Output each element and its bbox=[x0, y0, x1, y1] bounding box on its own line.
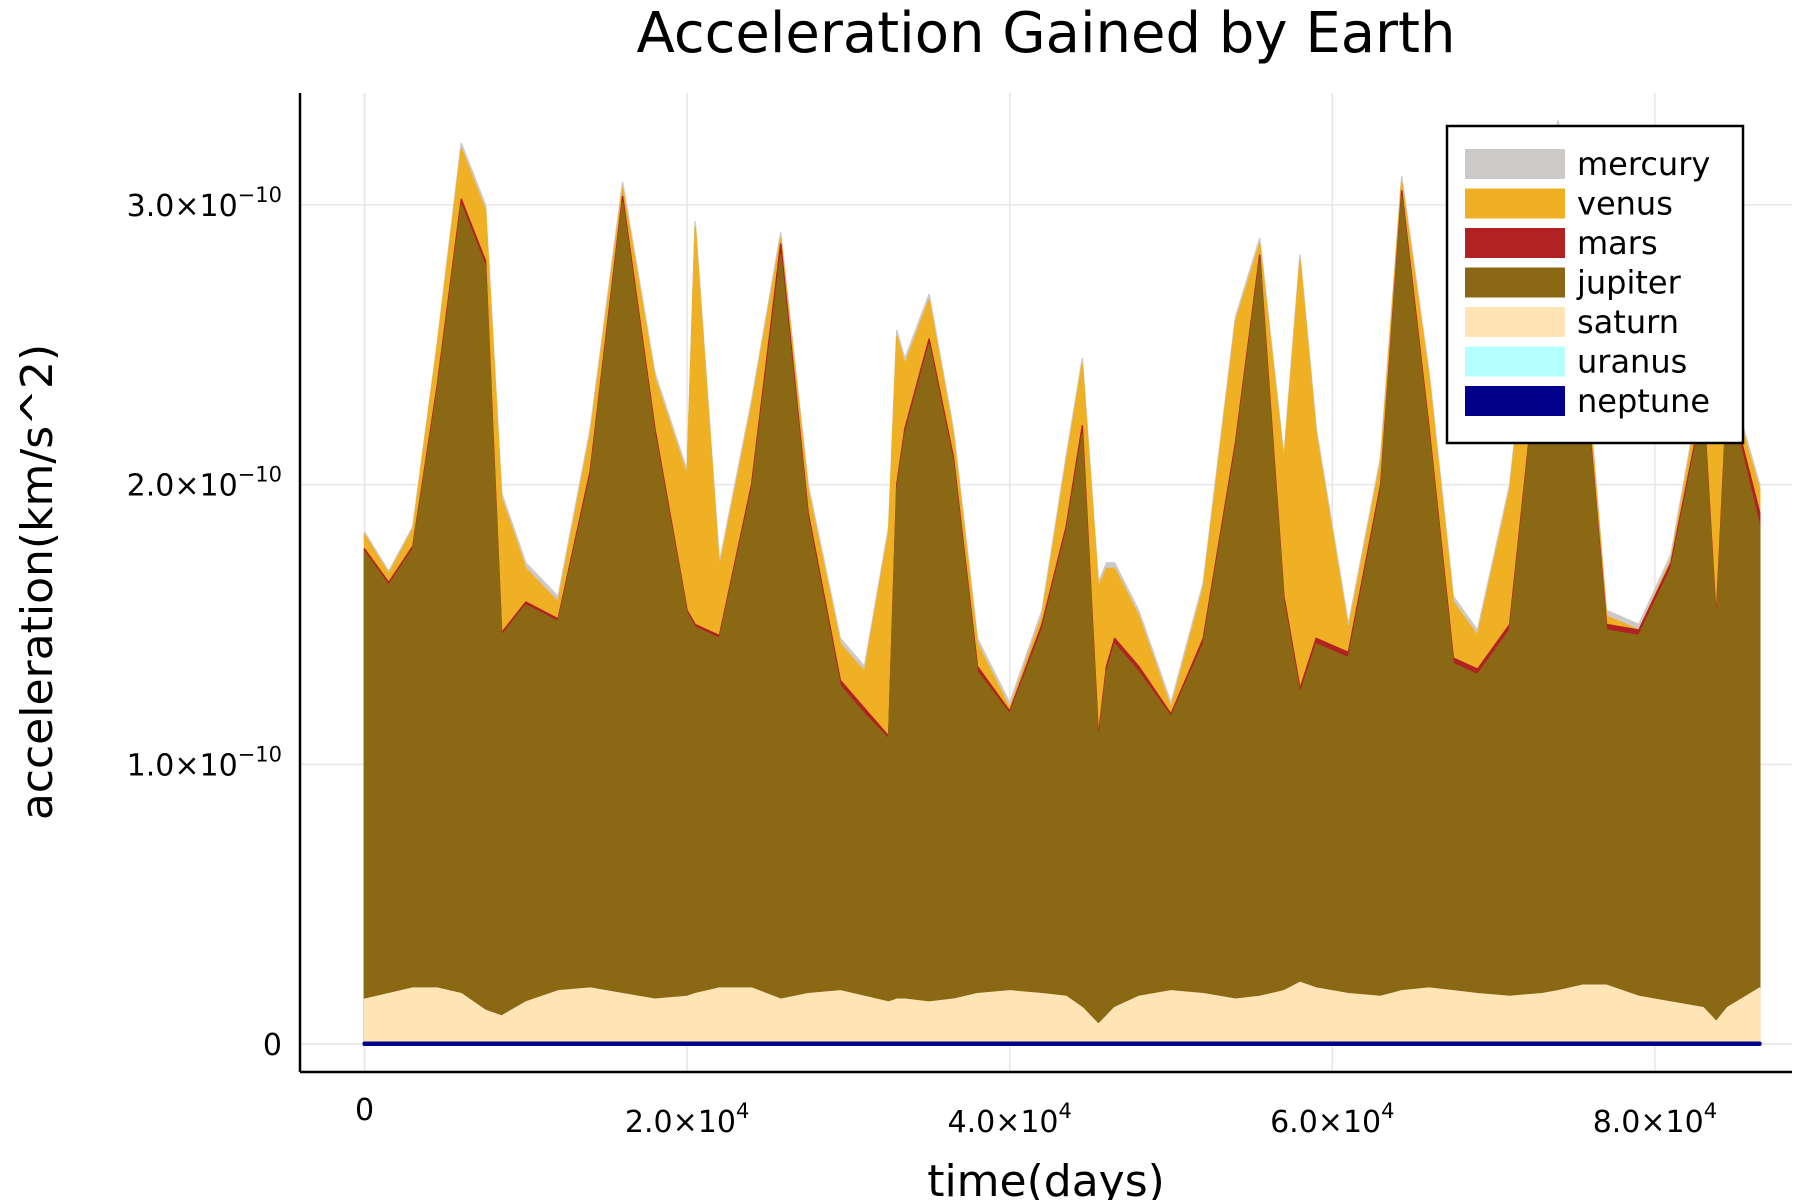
legend-swatch-venus bbox=[1465, 188, 1565, 219]
legend-label-neptune: neptune bbox=[1577, 382, 1710, 420]
x-tick-label-3: 6.0×104 bbox=[1270, 1099, 1394, 1140]
y-tick-label-0: 0 bbox=[263, 1028, 282, 1063]
chart-title: Acceleration Gained by Earth bbox=[637, 1, 1456, 66]
legend-swatch-mercury bbox=[1465, 149, 1565, 179]
legend-label-venus: venus bbox=[1577, 185, 1673, 223]
legend: mercuryvenusmarsjupitersaturnuranusneptu… bbox=[1445, 124, 1745, 445]
series-area-saturn bbox=[363, 981, 1761, 1045]
legend-label-jupiter: jupiter bbox=[1576, 264, 1682, 302]
series-area-neptune bbox=[362, 1041, 1762, 1046]
x-tick-labels: 0 2.0×104 4.0×104 6.0×104 8.0×104 bbox=[355, 1093, 1717, 1140]
legend-swatch-saturn bbox=[1465, 307, 1565, 337]
y-axis-label: acceleration(km/s^2) bbox=[12, 344, 63, 820]
y-tick-label-3: 3.0×10−10 bbox=[127, 183, 282, 224]
x-tick-label-1: 2.0×104 bbox=[625, 1099, 749, 1140]
legend-label-mercury: mercury bbox=[1577, 145, 1710, 183]
legend-swatch-mars bbox=[1465, 228, 1565, 258]
y-tick-label-2: 2.0×10−10 bbox=[127, 463, 282, 504]
x-axis-label: time(days) bbox=[927, 1156, 1165, 1200]
axes bbox=[298, 93, 1792, 1074]
legend-swatch-uranus bbox=[1465, 346, 1565, 377]
plot-areas bbox=[362, 120, 1762, 1046]
y-tick-label-1: 1.0×10−10 bbox=[127, 742, 282, 783]
legend-label-saturn: saturn bbox=[1577, 303, 1679, 341]
legend-label-mars: mars bbox=[1577, 224, 1658, 262]
legend-label-uranus: uranus bbox=[1577, 343, 1687, 381]
legend-swatch-jupiter bbox=[1465, 267, 1565, 298]
x-tick-label-0: 0 bbox=[355, 1093, 374, 1128]
x-tick-label-4: 8.0×104 bbox=[1593, 1099, 1717, 1140]
x-tick-label-2: 4.0×104 bbox=[948, 1099, 1072, 1140]
y-tick-labels: 0 1.0×10−10 2.0×10−10 3.0×10−10 bbox=[127, 183, 282, 1063]
legend-swatch-neptune bbox=[1465, 386, 1565, 416]
